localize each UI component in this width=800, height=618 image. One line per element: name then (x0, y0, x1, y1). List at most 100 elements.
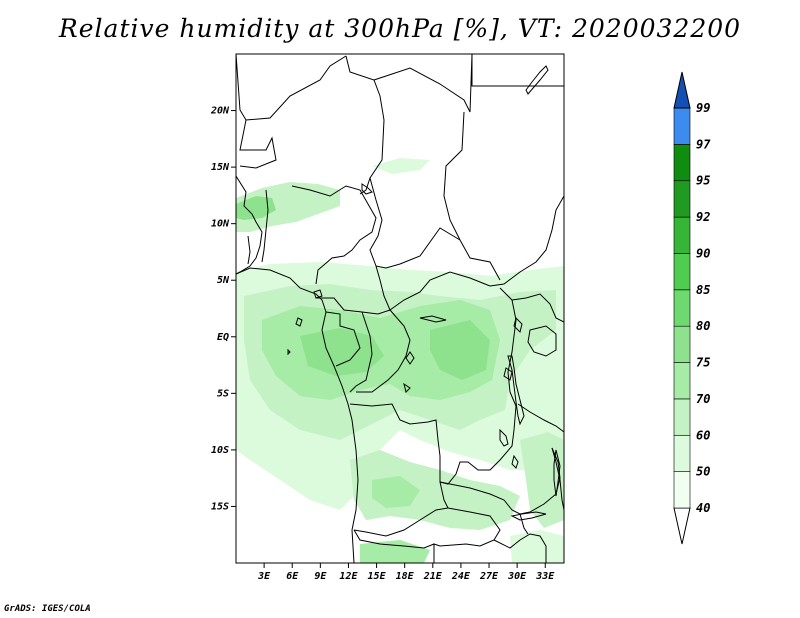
coastline-west-africa (236, 175, 263, 275)
border-nigeria (291, 185, 377, 285)
lake-mai-ndombe (419, 315, 447, 323)
lat-tick-label: 15S (211, 501, 229, 512)
island-annobon (287, 348, 291, 356)
border-namibia (353, 529, 435, 549)
colorbar-segment (673, 434, 691, 472)
colorbar: 40 50 60 70 75 80 85 90 92 95 97 99 (673, 71, 711, 545)
border-mozambique (519, 513, 529, 535)
colorbar-segment (673, 107, 691, 145)
colorbar-label: 70 (696, 392, 710, 406)
lake-chad (361, 183, 373, 195)
lat-tick-label: 5S (217, 388, 229, 399)
border-zambia-south (433, 507, 501, 563)
lon-tick-label: 24E (451, 571, 471, 582)
colorbar-label: 60 (696, 428, 710, 442)
colorbar-segment (673, 253, 691, 291)
border-chad-cameroon (369, 177, 461, 269)
border-tanzania (517, 403, 564, 433)
lake-albert (513, 317, 523, 333)
lon-tick-label: 33E (535, 571, 555, 582)
colorbar-label: 75 (696, 356, 710, 370)
coastline-red-sea (525, 65, 549, 95)
lon-tick-label: 30E (507, 571, 527, 582)
lon-tick-label: 9E (314, 571, 327, 582)
lake-mweru (499, 428, 509, 447)
lon-tick-label: 21E (423, 571, 443, 582)
humidity-region-west-africa-core (236, 196, 276, 220)
lon-tick-label: 6E (286, 571, 299, 582)
humidity-region-west-africa (236, 182, 340, 232)
colorbar-label: 40 (696, 501, 710, 515)
humidity-region-congo (262, 300, 500, 400)
border-gabon (325, 311, 361, 367)
lake-tanganyika (507, 355, 525, 426)
lake-tumba (405, 351, 415, 365)
lake-bangweulu (511, 454, 519, 469)
humidity-region-north-streak (372, 158, 430, 174)
border-benin-togo (261, 189, 269, 263)
lake-kariba (510, 511, 547, 521)
colorbar-label: 99 (696, 101, 710, 115)
lon-tick-label: 18E (396, 571, 415, 582)
lake-malebo (403, 382, 411, 393)
colorbar-top-arrow (673, 71, 691, 109)
border-sudan-south (489, 195, 564, 287)
colorbar-label: 95 (696, 174, 710, 188)
colorbar-segment (673, 180, 691, 218)
coastline-gulf-of-guinea (236, 267, 359, 563)
software-credit: GrADS: IGES/COLA (4, 604, 91, 614)
lat-tick-label: 5N (217, 275, 230, 286)
colorbar-bottom-arrow (673, 507, 691, 545)
border-sahara-west (236, 54, 347, 121)
border-libya (373, 54, 473, 113)
latitude-axis: 20N 15N 10N 5N EQ 5S 10S 15S (210, 106, 236, 512)
country-borders (236, 54, 564, 563)
map-title: Relative humidity at 300hPa [%], VT: 202… (58, 14, 742, 43)
lon-tick-label: 12E (339, 571, 358, 582)
lon-tick-label: 3E (257, 571, 271, 582)
colorbar-segment (673, 325, 691, 363)
lake-kivu (503, 367, 513, 381)
border-niger (345, 55, 385, 195)
lake-malawi (553, 449, 561, 497)
lat-tick-label: 10S (211, 445, 229, 456)
border-ghana (247, 235, 251, 265)
island-sao-tome (295, 317, 303, 327)
border-zambia (439, 447, 561, 515)
humidity-region-south (350, 450, 520, 530)
border-drc-congo (356, 309, 411, 393)
border-angola (349, 403, 449, 537)
map-frame (235, 53, 565, 564)
lat-tick-label: 15N (211, 162, 230, 173)
humidity-region-southeast (520, 432, 564, 528)
colorbar-segment (673, 289, 691, 327)
colorbar-segment (673, 216, 691, 254)
humidity-region-south-core (372, 476, 420, 508)
border-congo (349, 311, 373, 393)
border-cameroon-south (316, 297, 391, 315)
lat-tick-label: 10N (211, 219, 230, 230)
border-mali-burkina (239, 119, 277, 169)
lat-tick-label: 20N (210, 106, 230, 117)
colorbar-segment (673, 362, 691, 400)
lon-tick-label: 27E (479, 571, 499, 582)
lake-victoria (527, 325, 557, 357)
colorbar-label: 50 (696, 465, 710, 479)
border-sudan (471, 54, 564, 87)
border-chad-east (443, 111, 501, 281)
colorbar-label: 90 (696, 246, 710, 260)
colorbar-label: 80 (696, 319, 710, 333)
colorbar-label: 97 (696, 137, 711, 151)
island-bioko (313, 289, 323, 299)
humidity-region-congo-core (300, 328, 384, 376)
lon-tick-label: 15E (368, 571, 387, 582)
colorbar-segment (673, 398, 691, 436)
longitude-axis: 3E 6E 9E 12E 15E 18E 21E 24E 27E 30E 33E (257, 563, 555, 582)
humidity-region-bottom (360, 540, 430, 563)
humidity-shading (236, 158, 564, 563)
border-car (375, 265, 491, 311)
colorbar-segment (673, 144, 691, 182)
humidity-region-congo-core-east (430, 320, 490, 380)
border-zimbabwe (493, 533, 547, 563)
